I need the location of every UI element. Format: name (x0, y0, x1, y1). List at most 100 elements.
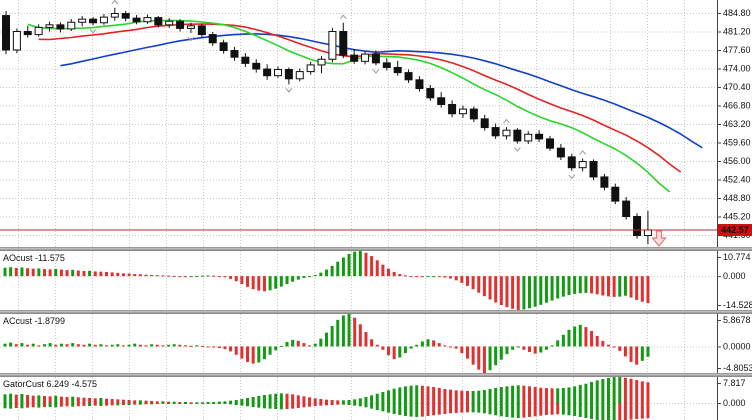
histogram-bar (499, 346, 503, 360)
histogram-bar (189, 276, 193, 278)
histogram-bar (584, 402, 588, 418)
histogram-bar (76, 344, 80, 347)
histogram-bar (578, 402, 582, 417)
histogram-bar (144, 400, 148, 403)
histogram-bar (257, 402, 261, 408)
histogram-bar (54, 402, 58, 408)
candlestick (317, 58, 326, 66)
histogram-bar (116, 344, 120, 347)
histogram-bar (420, 385, 424, 403)
histogram-bar (302, 402, 306, 408)
histogram-bar (223, 276, 227, 278)
histogram-bar (155, 344, 159, 347)
histogram-bar (3, 402, 7, 409)
histogram-bar (398, 402, 402, 415)
histogram-bar (274, 276, 278, 289)
histogram-bar (144, 402, 148, 405)
candlestick (458, 108, 467, 115)
ao-indicator-panel: AOcust -11.575 10.774 0.000 -14.528 (0, 251, 752, 310)
histogram-bar (364, 332, 368, 347)
histogram-bar (133, 343, 137, 347)
histogram-bar (443, 402, 447, 414)
histogram-bar (308, 345, 312, 347)
histogram-bar (618, 402, 622, 420)
histogram-bar (246, 276, 250, 287)
panel-separator[interactable] (0, 310, 752, 314)
histogram-bar (212, 402, 216, 404)
histogram-bar (635, 402, 639, 419)
histogram-bar (511, 385, 515, 403)
axis-tick-label: 463.20 (723, 119, 751, 129)
histogram-bar (499, 387, 503, 403)
histogram-bar (561, 334, 565, 347)
histogram-bar (403, 275, 407, 277)
histogram-bar (623, 276, 627, 296)
candlestick (491, 127, 500, 137)
panel-separator[interactable] (0, 373, 752, 377)
histogram-bar (618, 346, 622, 351)
histogram-bar (313, 343, 317, 347)
histogram-bar (364, 252, 368, 277)
histogram-bar (105, 398, 109, 403)
panel-separator[interactable] (0, 247, 752, 251)
histogram-bar (629, 378, 633, 403)
axis-tick-label: 445.20 (723, 212, 751, 222)
axis-tick-label: 481.20 (723, 27, 751, 37)
histogram-bar (268, 402, 272, 409)
gator-indicator-chart[interactable]: 7.817 0.000 (0, 377, 752, 420)
histogram-bar (471, 402, 475, 413)
histogram-bar (528, 386, 532, 403)
main-price-chart[interactable]: 484.80 481.20 477.60 474.00 470.40 466.80 463.… (0, 0, 752, 247)
candlestick (67, 21, 76, 30)
candlestick (252, 62, 261, 70)
ac-indicator-chart[interactable]: 5.8678 0.0000 -4.8053 (0, 314, 752, 373)
histogram-bar (59, 269, 63, 277)
histogram-bar (550, 402, 554, 415)
histogram-bar (234, 400, 238, 403)
histogram-bar (533, 346, 537, 354)
histogram-bar (161, 402, 165, 404)
histogram-bar (550, 276, 554, 301)
histogram-bar (601, 340, 605, 347)
histogram-bar (93, 344, 97, 347)
histogram-bar (471, 346, 475, 365)
histogram-bar (279, 276, 283, 287)
AOcust-histogram (3, 251, 650, 310)
histogram-bar (420, 341, 424, 347)
fractal-up-icon (111, 0, 119, 5)
axis-tick-label: 7.817 (723, 378, 746, 388)
histogram-bar (567, 387, 571, 403)
histogram-bar (590, 276, 594, 294)
histogram-bar (528, 402, 532, 417)
ao-indicator-chart[interactable]: 10.774 0.000 -14.528 (0, 251, 752, 310)
histogram-bar (499, 276, 503, 306)
candlestick (143, 17, 152, 23)
candlestick (371, 53, 380, 64)
histogram-bar (437, 343, 441, 347)
histogram-bar (494, 276, 498, 303)
histogram-bar (9, 402, 13, 409)
histogram-bar (82, 402, 86, 406)
histogram-bar (454, 390, 458, 403)
histogram-bar (494, 402, 498, 416)
histogram-bar (26, 402, 30, 408)
histogram-bar (578, 324, 582, 347)
histogram-bar (488, 389, 492, 403)
candlestick (404, 72, 413, 81)
histogram-bar (257, 346, 261, 363)
histogram-bar (590, 402, 594, 419)
histogram-bar (48, 396, 52, 403)
histogram-bar (54, 395, 58, 403)
histogram-bar (279, 393, 283, 403)
ACcust-histogram (3, 314, 650, 373)
histogram-bar (375, 344, 379, 347)
fractal-up-icon (579, 150, 587, 155)
histogram-bar (381, 392, 385, 403)
histogram-bar (533, 276, 537, 307)
histogram-bar (42, 344, 46, 347)
histogram-bar (155, 275, 159, 277)
histogram-bar (99, 271, 103, 277)
candlestick (546, 138, 554, 149)
histogram-bar (488, 402, 492, 415)
